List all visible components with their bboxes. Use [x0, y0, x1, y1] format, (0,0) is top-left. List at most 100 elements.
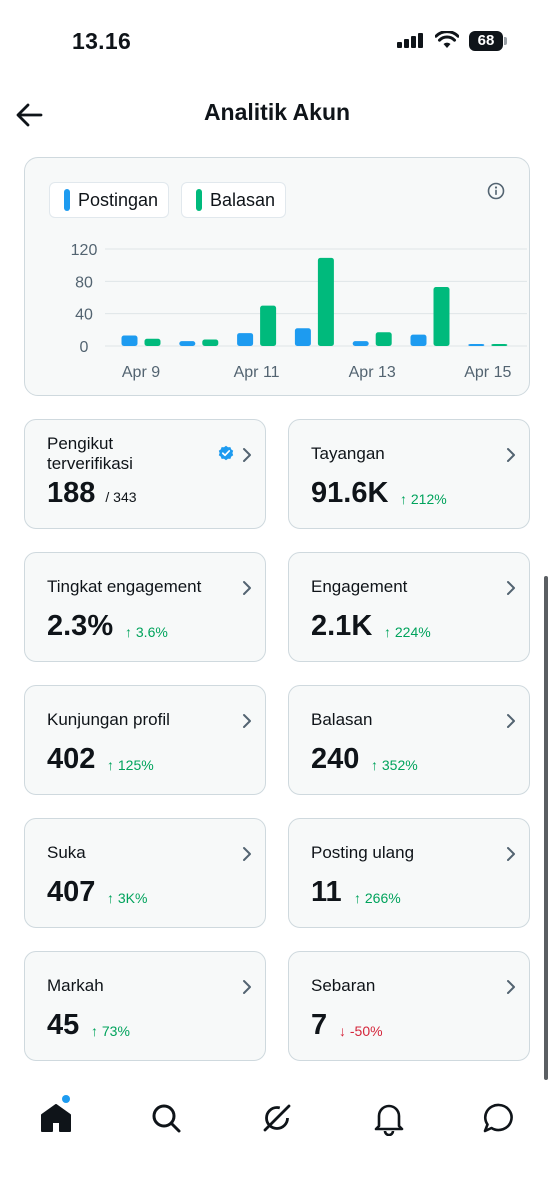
stat-label: Tayangan — [311, 444, 385, 463]
legend-label-balasan: Balasan — [210, 189, 276, 210]
stat-change-value: -50% — [349, 1023, 383, 1039]
stat-label: Engagement — [311, 577, 408, 596]
chevron-right-icon — [241, 579, 253, 597]
chevron-right-icon — [241, 446, 253, 464]
home-notification-dot — [62, 1095, 70, 1103]
y-tick-label: 0 — [80, 339, 89, 356]
stat-change: ↑ 224% — [384, 624, 431, 640]
legend-postingan[interactable]: Postingan — [49, 182, 170, 218]
stat-value: 188 — [47, 477, 96, 509]
y-tick-label: 40 — [75, 307, 93, 324]
legend-label-postingan: Postingan — [78, 189, 159, 210]
up-arrow-icon: ↑ — [354, 890, 361, 906]
legend-swatch-postingan — [64, 189, 70, 211]
verified-badge-icon — [218, 445, 234, 461]
stat-card-tayangan[interactable]: Tayangan 91.6K ↑ 212% — [288, 419, 530, 529]
stat-change-value: 73% — [101, 1023, 130, 1039]
up-arrow-icon: ↑ — [91, 1023, 98, 1039]
search-icon[interactable] — [148, 1100, 184, 1136]
x-tick-label: Apr 11 — [234, 364, 280, 381]
bar-postingan-apr-9[interactable] — [121, 335, 138, 346]
y-tick-label: 80 — [75, 274, 93, 291]
stat-card-balasan[interactable]: Balasan 240 ↑ 352% — [288, 685, 530, 795]
bar-postingan-apr-10[interactable] — [179, 341, 196, 346]
stat-total: / 343 — [105, 489, 137, 505]
stat-value: 2.1K — [311, 610, 373, 642]
stat-change-value: 3K% — [117, 890, 148, 906]
status-bar: 13.16 68 — [0, 0, 554, 80]
bar-balasan-apr-12[interactable] — [317, 257, 334, 346]
bar-balasan-apr-10[interactable] — [202, 339, 219, 346]
x-tick-label: Apr 13 — [349, 364, 396, 381]
chevron-right-icon — [505, 978, 517, 996]
bar-postingan-apr-13[interactable] — [352, 341, 369, 346]
stat-label: Markah — [47, 976, 104, 995]
stat-change-value: 224% — [394, 624, 431, 640]
back-arrow-icon[interactable] — [14, 100, 44, 130]
messages-icon[interactable] — [481, 1100, 517, 1136]
stat-card-tingkat-engagement[interactable]: Tingkat engagement 2.3% ↑ 3.6% — [24, 552, 266, 662]
bar-postingan-apr-11[interactable] — [237, 333, 254, 346]
up-arrow-icon: ↑ — [371, 757, 378, 773]
bar-postingan-apr-15[interactable] — [468, 344, 485, 346]
stat-value: 7 — [311, 1009, 328, 1041]
bar-balasan-apr-9[interactable] — [144, 338, 161, 346]
bottom-nav — [0, 1090, 554, 1150]
stat-label: Kunjungan profil — [47, 710, 170, 729]
stat-change: ↓ -50% — [339, 1023, 383, 1039]
grok-icon[interactable] — [259, 1100, 295, 1136]
stat-change-value: 266% — [364, 890, 401, 906]
x-tick-label: Apr 9 — [122, 364, 160, 381]
info-icon[interactable] — [487, 182, 505, 200]
stat-change: ↑ 352% — [371, 757, 418, 773]
up-arrow-icon: ↑ — [125, 624, 132, 640]
y-tick-label: 120 — [71, 242, 98, 259]
chevron-right-icon — [505, 845, 517, 863]
legend-swatch-balasan — [196, 189, 202, 211]
stat-value: 402 — [47, 743, 96, 775]
bar-balasan-apr-11[interactable] — [260, 305, 277, 346]
stat-card-posting-ulang[interactable]: Posting ulang 11 ↑ 266% — [288, 818, 530, 928]
up-arrow-icon: ↑ — [107, 890, 114, 906]
chevron-right-icon — [241, 978, 253, 996]
stat-change: ↑ 3.6% — [125, 624, 168, 640]
notifications-icon[interactable] — [371, 1100, 407, 1136]
chevron-right-icon — [241, 845, 253, 863]
wifi-icon — [435, 31, 459, 48]
bar-balasan-apr-14[interactable] — [433, 286, 450, 346]
x-tick-label: Apr 15 — [464, 364, 511, 381]
stat-label: Tingkat engagement — [47, 577, 202, 596]
stat-label: Sebaran — [311, 976, 376, 995]
stat-card-pengikut-terverifikasi[interactable]: Pengikut terverifikasi 188 / 343 — [24, 419, 266, 529]
status-time: 13.16 — [72, 28, 132, 54]
legend-balasan[interactable]: Balasan — [181, 182, 287, 218]
stat-label: Posting ulang — [311, 843, 415, 862]
scrollbar[interactable] — [544, 576, 548, 1080]
stat-label: Pengikut terverifikasi — [47, 434, 133, 473]
chevron-right-icon — [505, 579, 517, 597]
stat-change: ↑ 125% — [107, 757, 154, 773]
stat-card-kunjungan-profil[interactable]: Kunjungan profil 402 ↑ 125% — [24, 685, 266, 795]
home-icon[interactable] — [38, 1100, 74, 1136]
stat-change-value: 3.6% — [135, 624, 168, 640]
stat-card-suka[interactable]: Suka 407 ↑ 3K% — [24, 818, 266, 928]
stat-card-markah[interactable]: Markah 45 ↑ 73% — [24, 951, 266, 1061]
bar-chart: 120 80 40 0 Apr 9 Apr 11 Apr 13 Apr 15 — [71, 242, 527, 381]
down-arrow-icon: ↓ — [339, 1023, 346, 1039]
up-arrow-icon: ↑ — [107, 757, 114, 773]
stat-change: ↑ 212% — [400, 491, 447, 507]
bar-balasan-apr-15[interactable] — [491, 344, 508, 346]
stat-change-value: 352% — [381, 757, 418, 773]
chevron-right-icon — [505, 712, 517, 730]
stat-value: 45 — [47, 1009, 80, 1041]
bar-postingan-apr-12[interactable] — [294, 328, 311, 346]
stat-value: 240 — [311, 743, 360, 775]
stat-change-value: 212% — [410, 491, 447, 507]
stat-label: Suka — [47, 843, 86, 862]
stat-card-engagement[interactable]: Engagement 2.1K ↑ 224% — [288, 552, 530, 662]
stat-change-value: 125% — [117, 757, 154, 773]
bar-balasan-apr-13[interactable] — [375, 332, 392, 346]
bar-postingan-apr-14[interactable] — [410, 334, 427, 346]
stat-change: ↑ 3K% — [107, 890, 147, 906]
stat-card-sebaran[interactable]: Sebaran 7 ↓ -50% — [288, 951, 530, 1061]
